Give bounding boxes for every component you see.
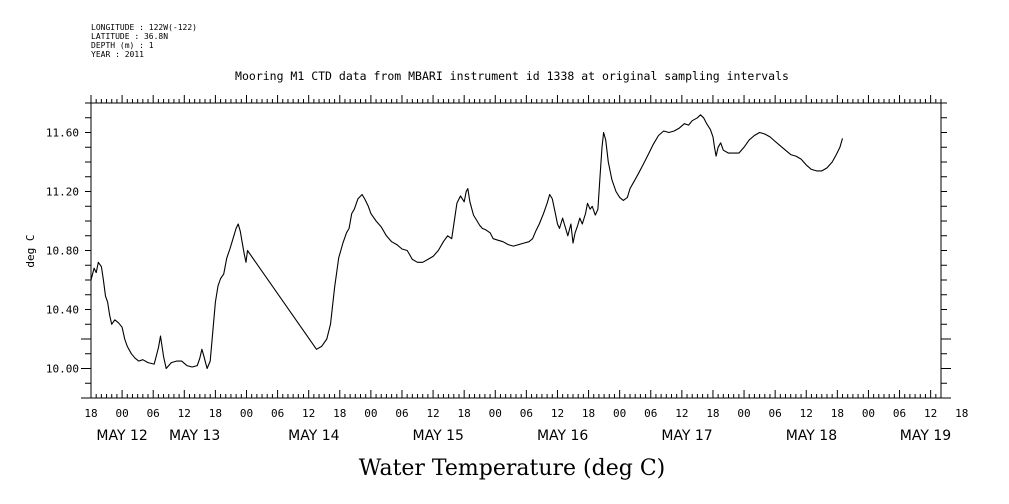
- header-latitude: LATITUDE : 36.8N: [91, 32, 168, 41]
- x-day-label: MAY 12: [96, 428, 147, 444]
- y-tick-label: 11.20: [46, 186, 79, 199]
- header-depth: DEPTH (m) : 1: [91, 41, 154, 50]
- x-day-label: MAY 16: [537, 428, 588, 444]
- x-tick-label: 00: [862, 407, 875, 420]
- series-line: [90, 114, 844, 370]
- x-tick-label: 12: [426, 407, 439, 420]
- x-tick-label: 18: [582, 407, 595, 420]
- series-layer: [90, 114, 844, 370]
- x-tick-label: 12: [178, 407, 191, 420]
- x-tick-label: 18: [333, 407, 346, 420]
- x-tick-label: 06: [893, 407, 906, 420]
- x-tick-label: 18: [84, 407, 97, 420]
- y-axis-label: deg C: [24, 234, 37, 267]
- x-tick-label: 06: [644, 407, 657, 420]
- y-tick-label: 10.40: [46, 304, 79, 317]
- x-tick-label: 06: [271, 407, 284, 420]
- x-tick-label: 06: [395, 407, 408, 420]
- y-tick-label: 10.80: [46, 245, 79, 258]
- x-day-label: MAY 13: [169, 428, 220, 444]
- x-tick-label: 12: [551, 407, 564, 420]
- x-axis-caption: Water Temperature (deg C): [359, 456, 666, 481]
- y-tick-label: 10.00: [46, 363, 79, 376]
- x-tick-label: 06: [520, 407, 533, 420]
- x-tick-label: 00: [240, 407, 253, 420]
- x-axis-ticks: 18 00 06 12 18 00 06 12 18 00 06 12 18 00 06 12 18 00 06 12…: [84, 95, 968, 444]
- header-longitude: LONGITUDE : 122W(-122): [91, 23, 197, 32]
- plot-frame: [90, 102, 942, 399]
- y-axis-ticks: 10.00 10.40 10.80 11.20 11.60: [46, 102, 951, 399]
- x-tick-label: 00: [737, 407, 750, 420]
- x-tick-label: 12: [924, 407, 937, 420]
- x-day-label: MAY 17: [661, 428, 712, 444]
- y-tick-label: 11.60: [46, 127, 79, 140]
- x-tick-label: 00: [364, 407, 377, 420]
- x-tick-label: 00: [489, 407, 502, 420]
- x-tick-label: 18: [458, 407, 471, 420]
- x-tick-label: 00: [613, 407, 626, 420]
- x-tick-label: 06: [769, 407, 782, 420]
- x-tick-label: 12: [302, 407, 315, 420]
- x-day-label: MAY 19: [900, 428, 951, 444]
- x-tick-label: 06: [147, 407, 160, 420]
- x-day-label: MAY 14: [288, 428, 339, 444]
- x-tick-label: 18: [209, 407, 222, 420]
- x-tick-label: 12: [800, 407, 813, 420]
- chart-title: Mooring M1 CTD data from MBARI instrumen…: [235, 69, 789, 83]
- x-tick-label: 00: [115, 407, 128, 420]
- x-day-label: MAY 18: [786, 428, 837, 444]
- header-year: YEAR : 2011: [91, 50, 144, 59]
- x-tick-label: 18: [831, 407, 844, 420]
- x-day-label: MAY 15: [413, 428, 464, 444]
- x-tick-label: 12: [675, 407, 688, 420]
- x-tick-label: 18: [955, 407, 968, 420]
- x-tick-label: 18: [706, 407, 719, 420]
